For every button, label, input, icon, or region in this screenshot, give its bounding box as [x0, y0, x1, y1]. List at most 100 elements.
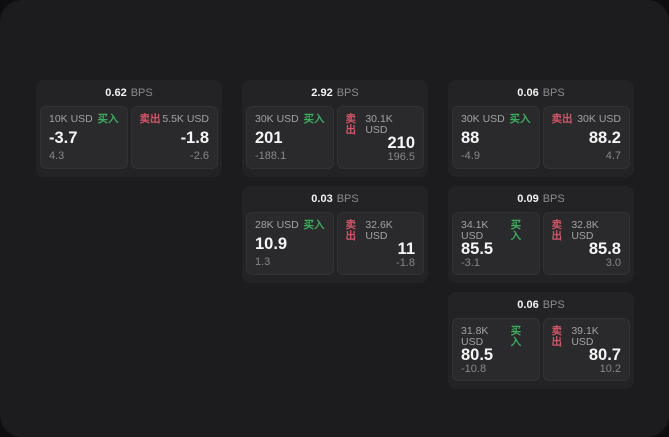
quote-card: 2.92 BPS 30K USD 买入 201 -188.1 卖出 30.1K … [242, 80, 428, 177]
sell-badge: 卖出 [345, 113, 357, 136]
card-header: 2.92 BPS [242, 80, 428, 106]
sell-badge: 卖出 [551, 113, 573, 125]
sell-price: 88.2 [588, 128, 621, 147]
sell-tile[interactable]: 卖出 30.1K USD 210 196.5 [336, 106, 424, 169]
card-body: 30K USD 买入 88 -4.9 卖出 30K USD 88.2 4.7 [452, 106, 630, 169]
sell-delta: -2.6 [190, 150, 209, 162]
card-body: 28K USD 买入 10.9 1.3 卖出 32.6K USD 11 -1.8 [246, 212, 424, 275]
tile-top-row: 卖出 32.6K USD [346, 220, 416, 241]
quote-card: 0.06 BPS 30K USD 买入 88 -4.9 卖出 30K USD 8… [448, 80, 634, 177]
buy-badge: 买入 [97, 113, 119, 125]
buy-price: 85.5 [461, 240, 494, 258]
buy-badge: 买入 [303, 219, 325, 231]
sell-badge: 卖出 [551, 219, 563, 242]
tile-top-row: 卖出 30K USD [552, 114, 622, 125]
tile-top-row: 30K USD 买入 [461, 114, 531, 125]
sell-delta: -1.8 [396, 256, 415, 269]
sell-delta: 3.0 [605, 256, 621, 269]
bps-unit-label: BPS [542, 86, 565, 99]
card-body: 30K USD 买入 201 -188.1 卖出 30.1K USD 210 1… [246, 106, 424, 169]
buy-tile[interactable]: 10K USD 买入 -3.7 4.3 [40, 106, 128, 169]
sell-price: 85.8 [588, 240, 621, 258]
tile-top-row: 卖出 30.1K USD [346, 114, 416, 135]
buy-delta: -3.1 [461, 256, 480, 269]
buy-delta: 1.3 [255, 256, 271, 268]
sell-tile[interactable]: 卖出 5.5K USD -1.8 -2.6 [130, 106, 218, 169]
tile-top-row: 34.1K USD 买入 [461, 220, 531, 241]
bps-unit-label: BPS [130, 86, 153, 99]
bps-value: 0.06 [517, 86, 539, 99]
quote-card: 0.06 BPS 31.8K USD 买入 80.5 -10.8 卖出 39.1… [448, 292, 634, 389]
buy-price: 10.9 [255, 234, 288, 253]
bps-unit-label: BPS [542, 192, 565, 205]
buy-tile[interactable]: 30K USD 买入 201 -188.1 [246, 106, 334, 169]
tile-top-row: 28K USD 买入 [255, 220, 325, 231]
bps-value: 0.03 [311, 192, 333, 205]
buy-amount: 30K USD [255, 113, 299, 125]
sell-price: 11 [397, 240, 415, 258]
sell-badge: 卖出 [139, 113, 161, 125]
buy-price: -3.7 [49, 128, 78, 147]
buy-badge: 买入 [303, 113, 325, 125]
card-body: 10K USD 买入 -3.7 4.3 卖出 5.5K USD -1.8 -2.… [40, 106, 218, 169]
sell-amount: 32.8K USD [571, 219, 599, 242]
card-header: 0.09 BPS [448, 186, 634, 212]
sell-delta: 196.5 [387, 150, 415, 163]
sell-delta: 10.2 [599, 362, 621, 375]
sell-amount: 32.6K USD [365, 219, 393, 242]
sell-amount: 30.1K USD [365, 113, 393, 136]
bps-value: 0.62 [105, 86, 127, 99]
sell-price: 210 [387, 134, 415, 152]
buy-amount: 28K USD [255, 219, 299, 231]
sell-amount: 30K USD [577, 113, 621, 125]
quote-card: 0.62 BPS 10K USD 买入 -3.7 4.3 卖出 5.5K USD… [36, 80, 222, 177]
sell-amount: 39.1K USD [571, 325, 599, 348]
buy-amount: 10K USD [49, 113, 93, 125]
sell-tile[interactable]: 卖出 39.1K USD 80.7 10.2 [542, 318, 630, 381]
card-header: 0.06 BPS [448, 292, 634, 318]
tile-top-row: 31.8K USD 买入 [461, 326, 531, 347]
sell-tile[interactable]: 卖出 30K USD 88.2 4.7 [542, 106, 630, 169]
tile-top-row: 卖出 5.5K USD [140, 114, 210, 125]
buy-delta: 4.3 [49, 150, 65, 162]
sell-delta: 4.7 [605, 150, 621, 162]
card-header: 0.62 BPS [36, 80, 222, 106]
card-header: 0.03 BPS [242, 186, 428, 212]
bps-unit-label: BPS [336, 86, 359, 99]
buy-tile[interactable]: 28K USD 买入 10.9 1.3 [246, 212, 334, 275]
sell-badge: 卖出 [551, 325, 563, 348]
tile-top-row: 30K USD 买入 [255, 114, 325, 125]
buy-badge: 买入 [510, 325, 522, 348]
bps-value: 0.06 [517, 298, 539, 311]
tile-top-row: 10K USD 买入 [49, 114, 119, 125]
buy-tile[interactable]: 34.1K USD 买入 85.5 -3.1 [452, 212, 540, 275]
bps-value: 2.92 [311, 86, 333, 99]
buy-tile[interactable]: 30K USD 买入 88 -4.9 [452, 106, 540, 169]
buy-delta: -188.1 [255, 150, 287, 162]
sell-badge: 卖出 [345, 219, 357, 242]
quote-card: 0.03 BPS 28K USD 买入 10.9 1.3 卖出 32.6K US… [242, 186, 428, 283]
buy-badge: 买入 [509, 113, 531, 125]
sell-tile[interactable]: 卖出 32.8K USD 85.8 3.0 [542, 212, 630, 275]
buy-delta: -4.9 [461, 150, 480, 162]
bps-unit-label: BPS [542, 298, 565, 311]
card-body: 34.1K USD 买入 85.5 -3.1 卖出 32.8K USD 85.8… [452, 212, 630, 275]
bps-value: 0.09 [517, 192, 539, 205]
buy-price: 201 [255, 128, 283, 147]
buy-price: 80.5 [461, 346, 494, 364]
tile-top-row: 卖出 32.8K USD [552, 220, 622, 241]
sell-price: 80.7 [588, 346, 621, 364]
quote-card: 0.09 BPS 34.1K USD 买入 85.5 -3.1 卖出 32.8K… [448, 186, 634, 283]
buy-tile[interactable]: 31.8K USD 买入 80.5 -10.8 [452, 318, 540, 381]
buy-amount: 31.8K USD [461, 325, 489, 348]
buy-amount: 30K USD [461, 113, 505, 125]
bps-unit-label: BPS [336, 192, 359, 205]
card-body: 31.8K USD 买入 80.5 -10.8 卖出 39.1K USD 80.… [452, 318, 630, 381]
buy-price: 88 [461, 128, 480, 147]
sell-tile[interactable]: 卖出 32.6K USD 11 -1.8 [336, 212, 424, 275]
sell-amount: 5.5K USD [162, 113, 209, 125]
card-header: 0.06 BPS [448, 80, 634, 106]
sell-price: -1.8 [180, 128, 209, 147]
tile-top-row: 卖出 39.1K USD [552, 326, 622, 347]
